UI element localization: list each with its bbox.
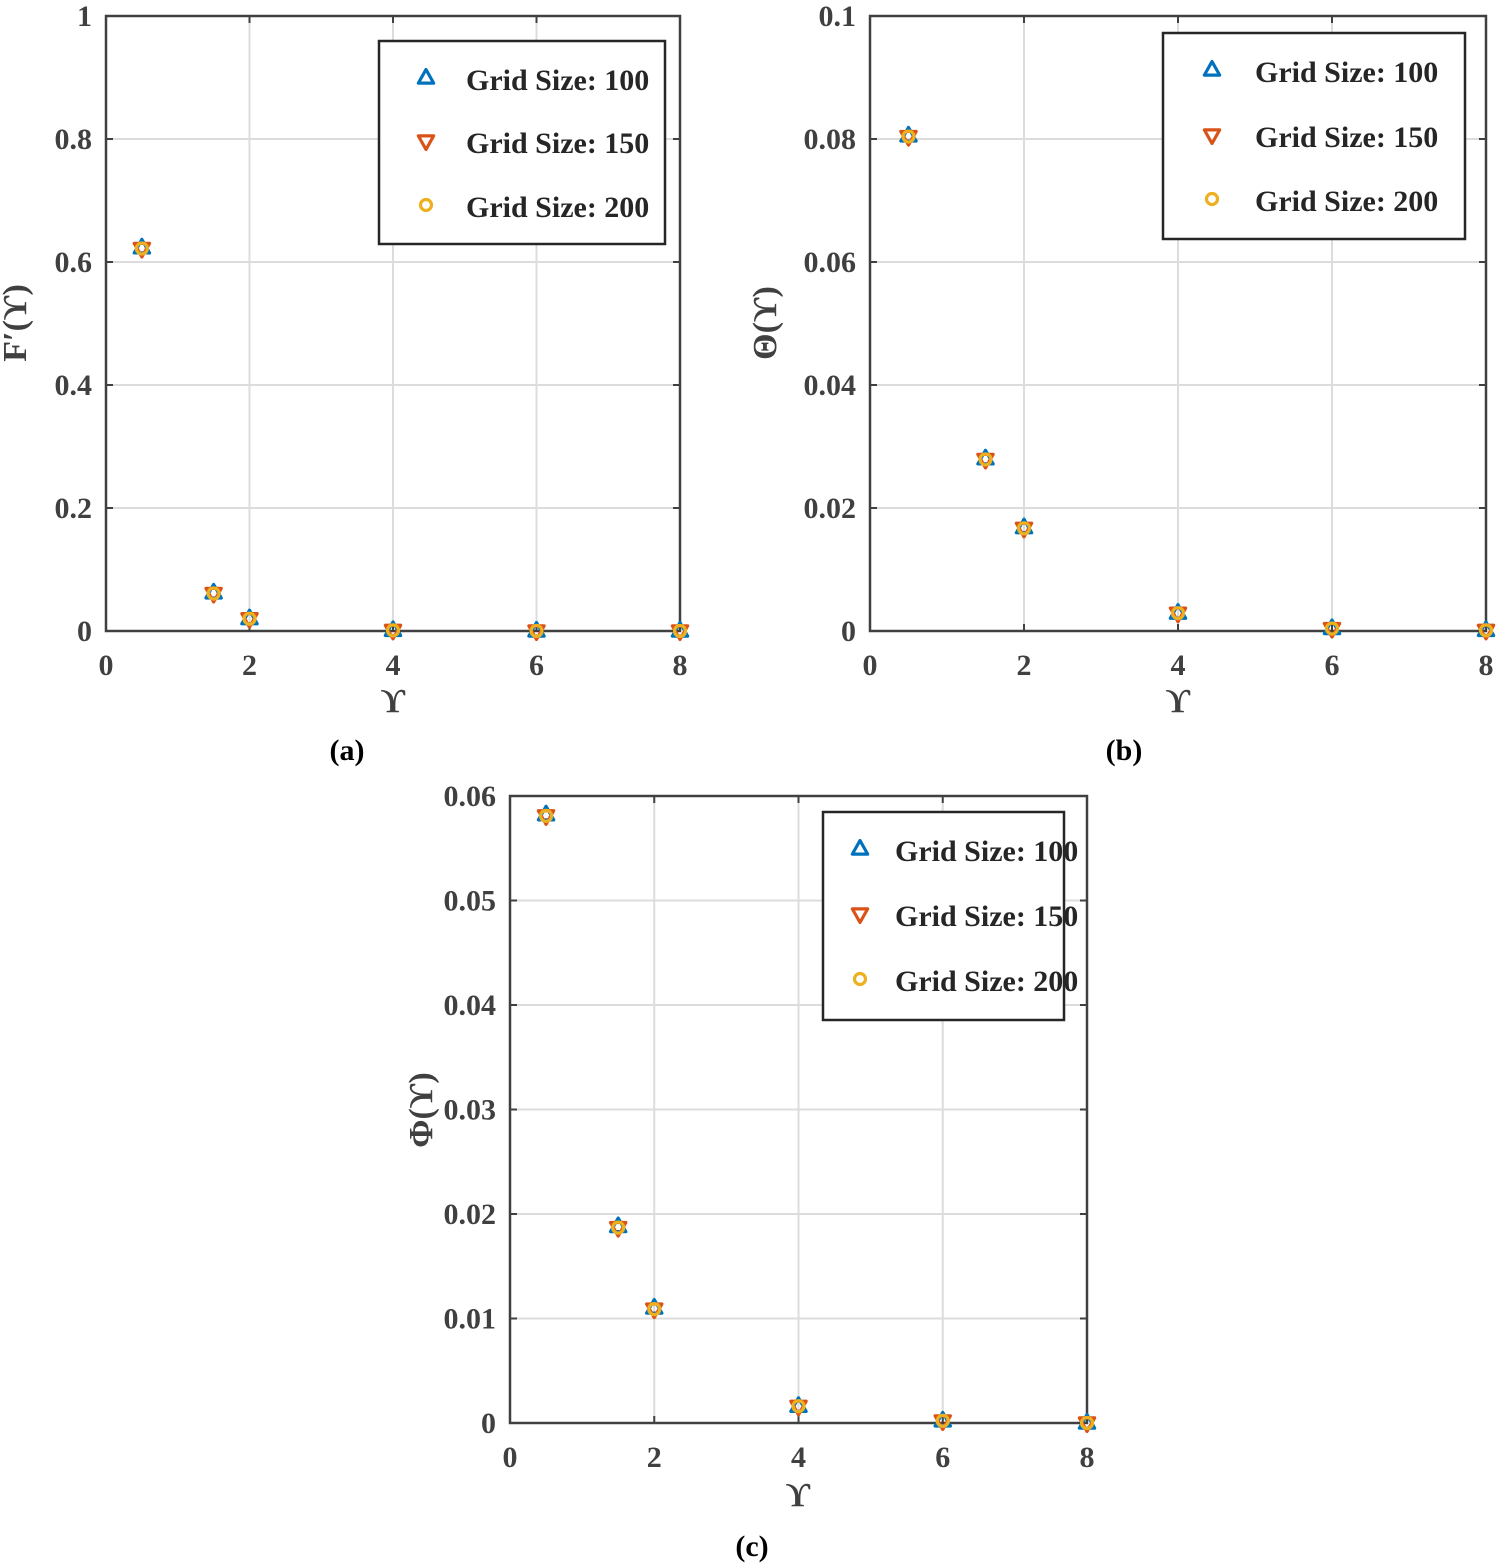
legend-marker xyxy=(1202,128,1222,146)
legend-label: Grid Size: 200 xyxy=(466,191,649,224)
series-3 xyxy=(134,241,688,639)
panel-caption: (a) xyxy=(330,734,365,767)
y-tick-label: 0.04 xyxy=(444,989,497,1022)
x-tick-label: 6 xyxy=(935,1441,950,1474)
y-axis-label: Φ(ϒ) xyxy=(403,1072,440,1147)
data-point xyxy=(206,586,221,601)
x-axis-label: ϒ xyxy=(786,1477,811,1514)
legend-label: Grid Size: 100 xyxy=(895,835,1078,868)
y-tick-label: 0.1 xyxy=(819,0,857,33)
legend-label: Grid Size: 200 xyxy=(895,965,1078,998)
legend: Grid Size: 100 Grid Size: 150 Grid Size: 2… xyxy=(821,810,1078,1022)
legend-label: Grid Size: 100 xyxy=(466,64,649,97)
legend-marker xyxy=(850,907,870,925)
legend-marker xyxy=(850,838,870,856)
legend-label: Grid Size: 150 xyxy=(895,900,1078,933)
panel-caption: (c) xyxy=(735,1530,768,1563)
data-point xyxy=(1016,521,1032,536)
y-tick-label: 0.01 xyxy=(444,1303,497,1336)
data-point xyxy=(242,611,257,626)
data-point xyxy=(529,623,544,639)
x-tick-label: 8 xyxy=(1479,649,1494,682)
legend-marker xyxy=(1202,59,1222,77)
data-point xyxy=(134,241,149,256)
legend-label: Grid Size: 100 xyxy=(1255,56,1438,89)
data-point xyxy=(978,452,993,467)
y-tick-label: 0.8 xyxy=(55,123,93,156)
data-point xyxy=(935,1413,950,1429)
x-tick-label: 0 xyxy=(99,649,114,682)
legend-marker xyxy=(416,134,436,152)
legend-label: Grid Size: 150 xyxy=(466,127,649,160)
legend-marker xyxy=(416,67,436,85)
y-tick-label: 0.02 xyxy=(444,1198,497,1231)
data-point xyxy=(538,808,554,823)
x-tick-label: 4 xyxy=(386,649,401,682)
data-point xyxy=(1324,621,1340,636)
legend-label: Grid Size: 150 xyxy=(1255,121,1438,154)
y-tick-label: 0.2 xyxy=(55,492,93,525)
x-tick-label: 6 xyxy=(1325,649,1340,682)
axes-box xyxy=(508,794,1089,1425)
data-point xyxy=(672,623,688,639)
data-point xyxy=(647,1301,662,1317)
x-tick-label: 0 xyxy=(503,1441,518,1474)
y-tick-label: 0 xyxy=(77,615,92,648)
x-tick-label: 8 xyxy=(673,649,688,682)
legend-marker xyxy=(852,971,868,987)
axes-box xyxy=(868,14,1488,633)
y-tick-label: 0.06 xyxy=(444,780,497,813)
x-tick-label: 8 xyxy=(1080,1441,1095,1474)
y-tick-label: 0.04 xyxy=(804,369,857,402)
legend: Grid Size: 100 Grid Size: 150 Grid Size: 2… xyxy=(377,39,667,246)
x-axis-label: ϒ xyxy=(1166,683,1191,720)
axes-box xyxy=(104,14,682,633)
y-tick-label: 0.06 xyxy=(804,246,857,279)
data-point xyxy=(791,1399,806,1414)
y-tick-label: 0.4 xyxy=(55,369,93,402)
data-point xyxy=(611,1220,626,1235)
x-tick-label: 0 xyxy=(863,649,878,682)
y-tick-label: 1 xyxy=(77,0,92,33)
data-point xyxy=(1079,1415,1095,1431)
x-tick-label: 4 xyxy=(1171,649,1186,682)
data-point xyxy=(1170,606,1186,621)
series-3 xyxy=(901,129,1494,638)
x-tick-label: 2 xyxy=(647,1441,662,1474)
chart-panel-3: 0 2 4 6 8 0 0.01 0.02 0.03 0.04 0.05 0.06 ϒ Φ(ϒ) Grid … xyxy=(403,780,1097,1563)
x-tick-label: 2 xyxy=(242,649,257,682)
legend-marker xyxy=(1204,191,1220,207)
chart-panel-2: 0 2 4 6 8 0 0.02 0.04 0.06 0.08 0.1 ϒ Θ(ϒ) Grid Size:… xyxy=(747,0,1496,767)
legend: Grid Size: 100 Grid Size: 150 Grid Size: 2… xyxy=(1161,31,1467,241)
panel-caption: (b) xyxy=(1106,734,1143,767)
data-point xyxy=(901,129,916,144)
y-tick-label: 0.02 xyxy=(804,492,857,525)
y-axis-label: Θ(ϒ) xyxy=(747,286,784,360)
data-point xyxy=(1478,623,1494,638)
data-point xyxy=(385,623,401,638)
x-tick-label: 4 xyxy=(791,1441,806,1474)
y-tick-label: 0.6 xyxy=(55,246,93,279)
x-tick-label: 2 xyxy=(1017,649,1032,682)
y-tick-label: 0.05 xyxy=(444,885,497,918)
y-tick-label: 0.08 xyxy=(804,123,857,156)
y-tick-label: 0 xyxy=(481,1407,496,1440)
legend-marker xyxy=(418,197,434,213)
x-axis-label: ϒ xyxy=(381,683,406,720)
y-axis-label: F′(ϒ) xyxy=(0,284,34,362)
y-tick-label: 0 xyxy=(841,615,856,648)
x-tick-label: 6 xyxy=(529,649,544,682)
series-3 xyxy=(538,808,1095,1431)
y-tick-label: 0.03 xyxy=(444,1094,497,1127)
legend-label: Grid Size: 200 xyxy=(1255,185,1438,218)
